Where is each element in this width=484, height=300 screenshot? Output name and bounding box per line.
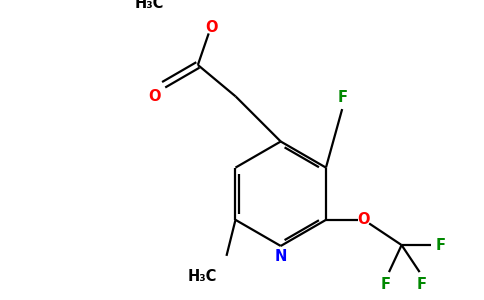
Text: F: F — [380, 277, 391, 292]
Text: O: O — [205, 20, 218, 34]
Text: O: O — [149, 89, 161, 104]
Text: H₃C: H₃C — [134, 0, 164, 11]
Text: H₃C: H₃C — [188, 269, 217, 284]
Text: F: F — [416, 277, 426, 292]
Text: F: F — [436, 238, 446, 253]
Text: N: N — [274, 249, 287, 264]
Text: F: F — [337, 91, 347, 106]
Text: O: O — [358, 212, 370, 227]
